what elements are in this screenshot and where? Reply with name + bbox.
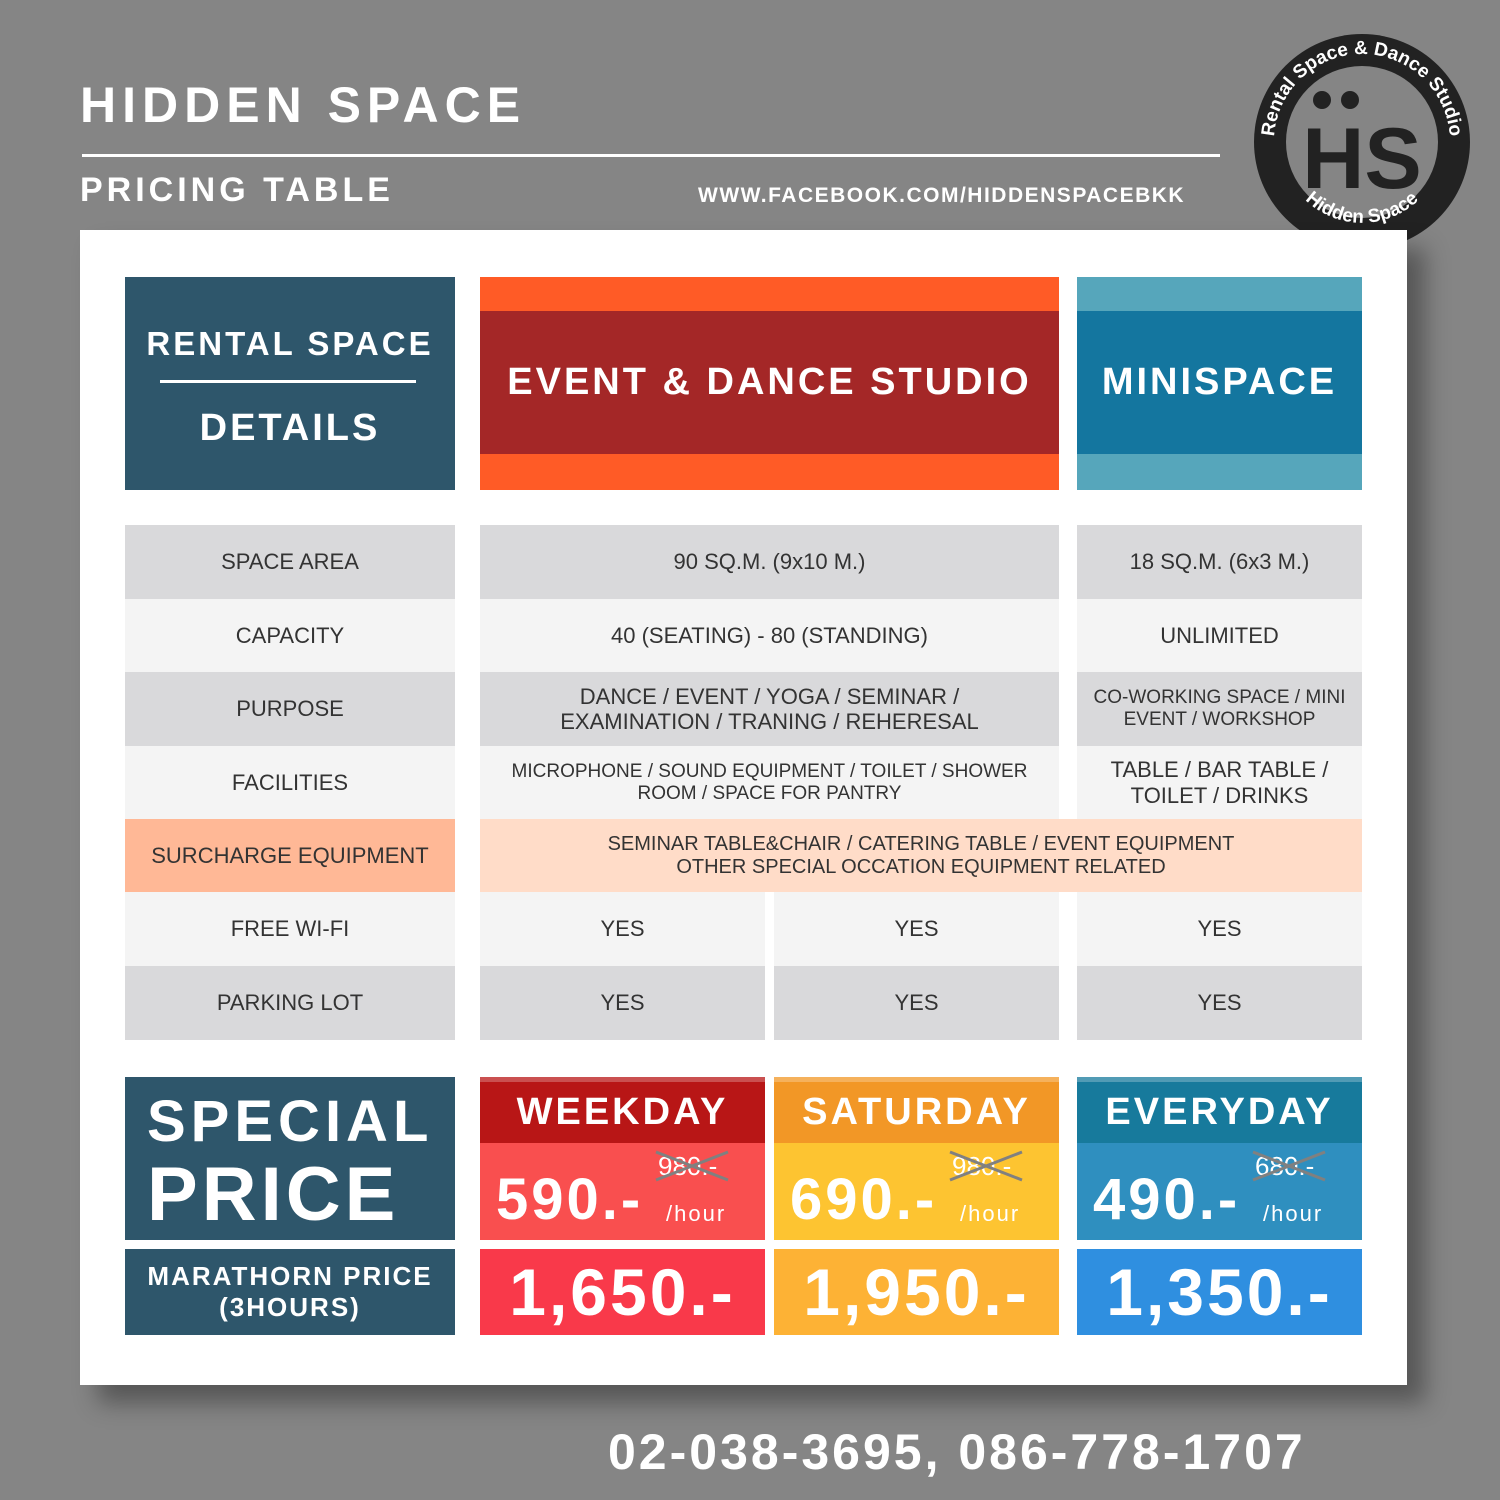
per-hour-unit: /hour [1263,1201,1324,1226]
strikethrough-x-icon [655,1150,729,1182]
event-dance-studio-header: EVENT & DANCE STUDIO [480,277,1059,490]
divider [82,154,1220,157]
day-label: SATURDAY [774,1077,1059,1143]
hidden-space-logo: Rental Space & Dance Studio Hidden Space… [1254,34,1470,250]
strikethrough-x-icon [1252,1150,1326,1182]
surcharge-line: SEMINAR TABLE&CHAIR / CATERING TABLE / E… [607,832,1235,855]
details-header: RENTAL SPACE DETAILS [125,277,455,490]
hourly-price: 490.- [1093,1167,1241,1232]
marathon-label: MARATHORN PRICE [147,1260,433,1291]
wifi-saturday: YES [774,892,1059,966]
row-label-parking: PARKING LOT [125,966,455,1040]
row-label-wifi: FREE WI-FI [125,892,455,966]
divider [160,380,416,383]
event-capacity: 40 (SEATING) - 80 (STANDING) [480,599,1059,672]
price-label: PRICE [147,1152,400,1237]
surcharge-details: SEMINAR TABLE&CHAIR / CATERING TABLE / E… [480,819,1362,892]
price-card-everyday: EVERYDAY 490.- 680.- /hour [1077,1077,1362,1240]
parking-mini: YES [1077,966,1362,1040]
hourly-price: 690.- [790,1167,938,1232]
details-header-top: RENTAL SPACE [146,325,434,362]
mini-purpose: CO-WORKING SPACE / MINI EVENT / WORKSHOP [1077,672,1362,746]
marathon-price: 1,350.- [1077,1249,1362,1335]
special-label: SPECIAL [147,1089,434,1154]
marathon-price: 1,650.- [480,1249,765,1335]
marathon-duration: (3HOURS) [219,1292,361,1322]
per-hour-unit: /hour [960,1201,1021,1226]
marathon-price-label: MARATHORN PRICE (3HOURS) [125,1249,455,1335]
special-price-block: SPECIAL PRICE [125,1077,455,1240]
details-header-bottom: DETAILS [199,407,381,449]
surcharge-line: OTHER SPECIAL OCCATION EQUIPMENT RELATED [676,855,1166,878]
event-space-area: 90 SQ.M. (9x10 M.) [480,525,1059,599]
parking-saturday: YES [774,966,1059,1040]
mini-facilities: TABLE / BAR TABLE / TOILET / DRINKS [1077,746,1362,819]
price-card-weekday: WEEKDAY 590.- 980.- /hour [480,1077,765,1240]
row-label-surcharge: SURCHARGE EQUIPMENT [125,819,455,892]
event-purpose: DANCE / EVENT / YOGA / SEMINAR / EXAMINA… [480,672,1059,746]
marathon-price: 1,950.- [774,1249,1059,1335]
facebook-link[interactable]: WWW.FACEBOOK.COM/HIDDENSPACEBKK [698,184,1186,207]
mini-capacity: UNLIMITED [1077,599,1362,672]
page-subtitle: PRICING TABLE [80,171,394,209]
wifi-weekday: YES [480,892,765,966]
row-label-facilities: FACILITIES [125,746,455,819]
price-card-saturday: SATURDAY 690.- 980.- /hour [774,1077,1059,1240]
day-label: EVERYDAY [1077,1077,1362,1143]
wifi-mini: YES [1077,892,1362,966]
per-hour-unit: /hour [666,1201,727,1226]
parking-weekday: YES [480,966,765,1040]
page-title: HIDDEN SPACE [80,77,527,133]
row-label-purpose: PURPOSE [125,672,455,746]
minispace-header: MINISPACE [1077,277,1362,490]
strikethrough-x-icon [949,1150,1023,1182]
mini-space-area: 18 SQ.M. (6x3 M.) [1077,525,1362,599]
svg-text:HS: HS [1302,111,1421,207]
day-label: WEEKDAY [480,1077,765,1143]
row-label-space-area: SPACE AREA [125,525,455,599]
row-label-capacity: CAPACITY [125,599,455,672]
contact-phone[interactable]: 02-038-3695, 086-778-1707 [608,1424,1306,1480]
hourly-price: 590.- [496,1167,644,1232]
event-facilities: MICROPHONE / SOUND EQUIPMENT / TOILET / … [480,746,1059,819]
